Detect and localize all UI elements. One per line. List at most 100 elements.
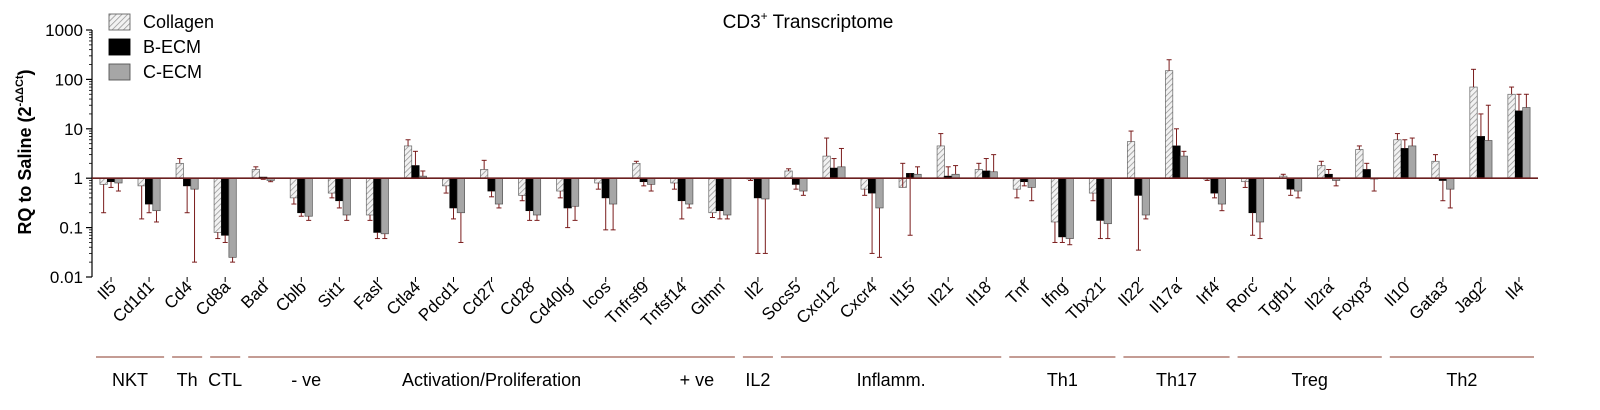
group-label-nkt: NKT [112,370,148,390]
x-label-tbx21: Tbx21 [1062,277,1109,324]
x-label-pdcd1: Pdcd1 [415,277,463,325]
bar-il22-collagen [1126,141,1136,179]
bar-cd4-collagen [175,162,184,179]
bar-jag2-c-ecm [1484,140,1493,179]
x-label-il5: Il5 [94,277,120,303]
bar-cblb-c-ecm [304,177,313,217]
bar-gata3-c-ecm [1446,177,1455,190]
bar-rorc-c-ecm [1255,177,1265,223]
bar-sit1-c-ecm [342,177,351,216]
group-note-positive: + ve [680,370,715,390]
bar-ctla4-collagen [403,145,413,179]
bar-icos-b-ecm [601,177,610,199]
bar-cd1d1-c-ecm [152,177,161,212]
bar-ifng-collagen [1050,177,1059,223]
bar-glmn-collagen [708,177,717,214]
bar-tbx21-collagen [1088,177,1098,194]
x-label-il21: Il21 [924,277,957,310]
x-label-il17a: Il17a [1146,277,1186,317]
bar-sit1-collagen [327,177,336,194]
x-label-foxp3: Foxp3 [1329,277,1376,324]
bar-cd8a-collagen [213,177,222,233]
bar-il17a-c-ecm [1179,155,1188,179]
group-label-ctl: CTL [208,370,242,390]
group-label-th17: Th17 [1156,370,1197,390]
bar-ifng-b-ecm [1058,177,1067,238]
bar-il18-b-ecm [982,170,991,179]
bar-layer [99,59,1531,263]
x-label-cd27: Cd27 [458,277,500,319]
bar-il4-b-ecm [1514,110,1524,179]
bar-cblb-collagen [289,177,298,199]
x-label-il18: Il18 [962,277,995,310]
bar-tnfsf14-c-ecm [685,177,694,205]
legend-swatch-c-ecm [108,63,131,81]
x-label-cd8a: Cd8a [192,277,235,320]
bar-socs5-c-ecm [799,177,808,192]
bar-jag2-b-ecm [1476,136,1485,179]
x-label-gata3: Gata3 [1406,277,1452,323]
legend-swatch-collagen [108,13,131,31]
x-label-cblb: Cblb [272,277,310,315]
bar-cd28-collagen [518,177,527,196]
bar-tbx21-b-ecm [1096,177,1105,221]
bar-glmn-b-ecm [715,177,724,212]
y-axis-label: RQ to Saline (2-ΔΔCt) [14,69,35,234]
y-tick-label: 1000 [45,21,83,40]
bar-il10-collagen [1393,139,1402,179]
axis-layer: 0.01 0.1 1 10 100 1000 [45,21,93,287]
bar-tgfb1-c-ecm [1294,177,1303,192]
bar-ifng-c-ecm [1065,177,1074,239]
bar-cblb-b-ecm [297,177,306,214]
bar-il5-collagen [99,177,108,185]
bar-il4-c-ecm [1522,107,1531,179]
bar-glmn-c-ecm [723,177,732,216]
bar-pdcd1-b-ecm [449,177,458,209]
bar-fasl-b-ecm [373,177,382,233]
bar-tnfsf14-b-ecm [677,177,686,202]
bar-tnf-collagen [1012,177,1021,190]
bar-foxp3-collagen [1355,149,1364,179]
bar-il10-c-ecm [1408,145,1417,179]
bar-irf4-c-ecm [1217,177,1227,205]
bar-cxcl12-collagen [822,155,831,179]
bar-cxcr4-collagen [860,177,869,190]
bar-tbx21-c-ecm [1103,177,1112,225]
x-label-sit1: Sit1 [314,277,348,311]
bar-il18-collagen [974,169,983,179]
y-tick-label: 100 [55,70,83,89]
bar-cd8a-c-ecm [228,177,237,258]
x-label-il10: Il10 [1381,277,1414,310]
bar-fasl-c-ecm [380,177,389,235]
y-tick-label: 10 [64,120,83,139]
bar-il10-b-ecm [1400,148,1409,179]
bar-gata3-collagen [1431,160,1440,179]
bar-cxcl12-b-ecm [829,167,839,179]
legend-label-collagen: Collagen [143,12,214,32]
group-label-il2: IL2 [745,370,770,390]
group-note-negative: - ve [291,370,321,390]
bar-fasl-collagen [365,177,375,216]
bar-il17a-b-ecm [1172,145,1181,179]
bar-il17a-collagen [1165,70,1174,179]
bar-cd4-b-ecm [183,177,192,187]
bar-sit1-b-ecm [335,177,344,202]
y-tick-label: 1 [74,169,83,188]
bar-rorc-b-ecm [1248,177,1257,214]
x-label-cxcr4: Cxcr4 [836,277,881,322]
bar-cd40lg-collagen [556,177,565,192]
bar-il2-c-ecm [761,177,770,200]
group-label-th: Th [177,370,198,390]
x-label-il15: Il15 [886,277,919,310]
bar-cd8a-b-ecm [221,177,230,236]
bar-pdcd1-c-ecm [456,177,465,214]
x-label-cd1d1: Cd1d1 [109,277,158,326]
bar-foxp3-b-ecm [1362,169,1371,179]
group-label-th2: Th2 [1446,370,1477,390]
x-label-il22: Il22 [1114,277,1147,310]
bar-il22-c-ecm [1141,177,1150,216]
bar-tnfrsf9-collagen [632,162,641,179]
bar-il2-b-ecm [753,177,762,199]
